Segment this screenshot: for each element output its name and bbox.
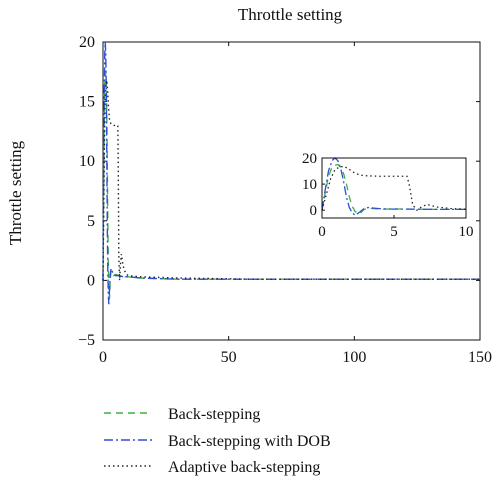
y-tick-label: 20 <box>79 34 95 51</box>
legend-label-adaptive: Adaptive back-stepping <box>168 459 320 476</box>
y-tick-label: 10 <box>79 153 95 170</box>
x-tick-label: 50 <box>221 349 237 366</box>
inset-series <box>321 157 467 217</box>
inset-y-tick-label: 20 <box>302 151 317 167</box>
main-series <box>102 41 480 305</box>
inset-plot: 0 5 10 0 10 20 <box>302 151 474 240</box>
series-line-1 <box>102 41 480 305</box>
inset-x-tick-label: 0 <box>318 224 326 240</box>
x-tick-label: 150 <box>468 349 492 366</box>
legend: Back-stepping Back-stepping with DOB Ada… <box>104 406 331 476</box>
y-tick-label: 15 <box>79 94 95 111</box>
inset-axis-ticks: 0 5 10 0 10 20 <box>302 151 474 240</box>
x-tick-label: 100 <box>342 349 366 366</box>
y-axis-label: Throttle setting <box>6 140 25 245</box>
inset-series-line-1 <box>321 157 466 217</box>
inset-x-tick-label: 10 <box>459 224 474 240</box>
y-tick-label: −5 <box>78 332 95 349</box>
y-tick-label: 0 <box>87 272 95 289</box>
x-tick-label: 0 <box>99 349 107 366</box>
inset-x-tick-label: 5 <box>390 224 398 240</box>
inset-series-line-2 <box>321 165 467 212</box>
legend-label-back-stepping-dob: Back-stepping with DOB <box>168 433 331 450</box>
legend-label-back-stepping: Back-stepping <box>168 406 260 423</box>
inset-y-tick-label: 0 <box>310 203 318 219</box>
chart-title: Throttle setting <box>238 5 343 24</box>
inset-y-tick-label: 10 <box>302 177 317 193</box>
y-tick-label: 5 <box>87 213 95 230</box>
series-line-2 <box>102 79 480 281</box>
